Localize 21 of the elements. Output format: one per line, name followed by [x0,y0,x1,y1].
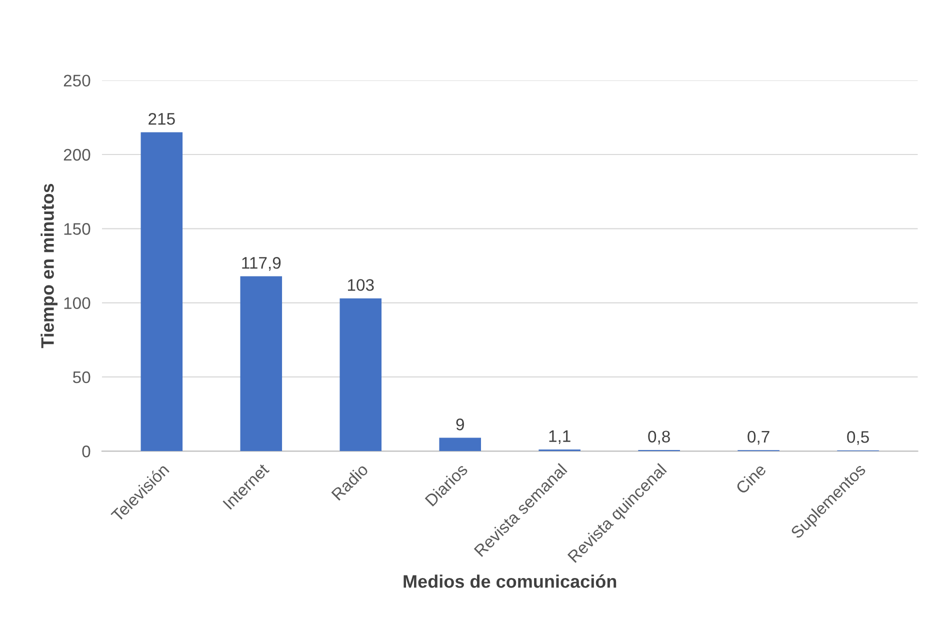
y-tick-label: 250 [64,74,90,87]
data-label: 9 [456,418,464,430]
data-label: 117,9 [242,257,281,271]
data-label: 215 [148,112,175,125]
y-tick-label: 50 [72,371,90,384]
y-axis-title: Tiempo en minutos [40,184,58,348]
bar [140,132,183,452]
x-tick-label: Cine [734,462,767,495]
data-label: 0,8 [648,430,670,444]
y-tick-label: 0 [82,446,90,458]
bar [439,438,481,452]
data-label: 1,1 [549,430,570,444]
x-axis-title: Medios de comunicación [404,574,616,588]
y-tick-label: 200 [64,148,90,161]
bar [240,276,282,452]
data-label: 0,7 [748,430,770,445]
data-label: 0,5 [847,431,869,445]
y-tick-label: 150 [64,223,90,235]
data-label: 103 [348,279,374,291]
bar [340,298,382,452]
y-tick-label: 100 [64,297,90,310]
